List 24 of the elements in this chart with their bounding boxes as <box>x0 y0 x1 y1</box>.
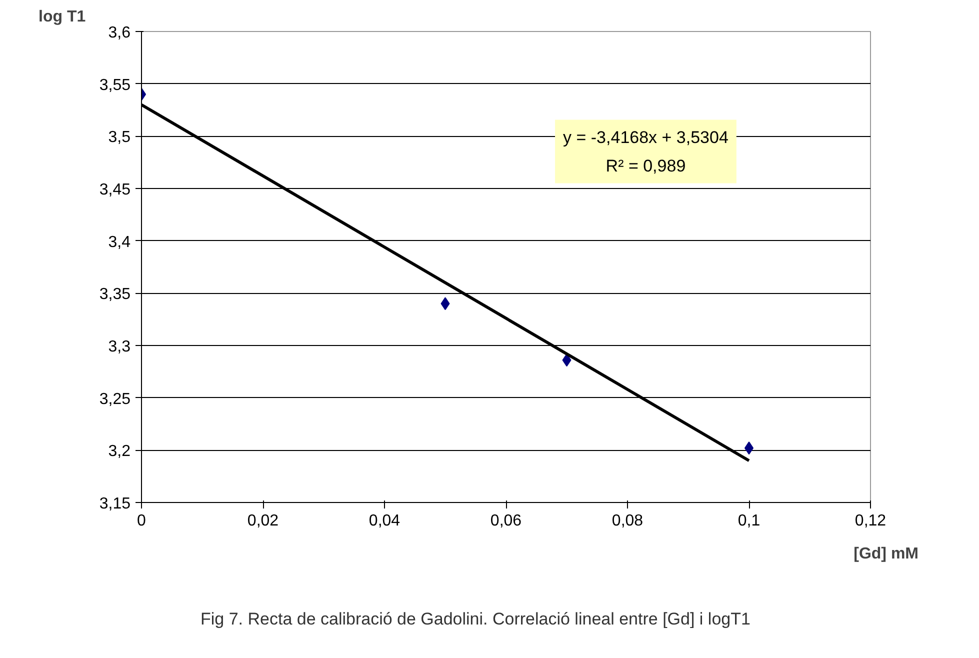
y-tick-label: 3,5 <box>108 129 131 146</box>
x-tick-label: 0 <box>137 512 146 530</box>
y-tick-label: 3,3 <box>108 338 131 356</box>
point <box>562 354 572 367</box>
y-tick-label: 3,2 <box>108 443 131 460</box>
x-tick-label: 0,12 <box>854 512 886 530</box>
x-tick-label: 0,02 <box>247 512 279 530</box>
point <box>440 297 450 310</box>
x-axis-title: [Gd] mM <box>854 546 918 562</box>
y-tick-label: 3,4 <box>108 234 131 251</box>
y-tick-label: 3,15 <box>99 496 131 512</box>
annotation: R² = 0,989 <box>606 156 686 176</box>
caption: Fig 7. Recta de calibració de Gadolini. Correlació lineal entre [Gd] i logT1 <box>200 610 750 628</box>
y-axis-title: log T1 <box>38 8 86 26</box>
x-tick-label: 0,08 <box>612 512 644 530</box>
x-tick-label: 0,1 <box>738 512 760 530</box>
y-tick-label: 3,25 <box>99 390 131 408</box>
x-tick-label: 0,04 <box>368 512 400 530</box>
annotation: y = -3,4168x + 3,5304 <box>563 128 728 147</box>
x-tick-label: 0,06 <box>490 512 522 530</box>
y-tick-label: 3,35 <box>99 286 131 304</box>
y-tick-label: 3,45 <box>99 182 131 198</box>
y-tick-label: 3,55 <box>99 76 131 94</box>
y-tick-label: 3,6 <box>108 24 131 42</box>
